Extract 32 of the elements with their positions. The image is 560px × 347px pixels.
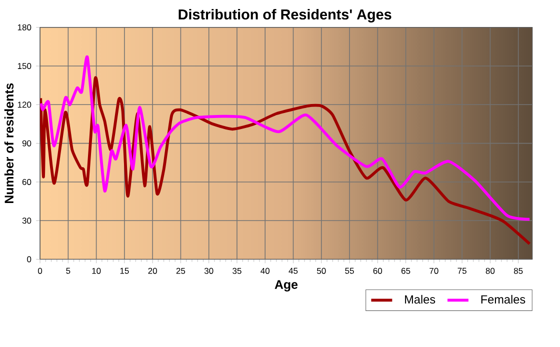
x-tick-label: 10 — [92, 268, 101, 274]
y-tick-label: 60 — [22, 179, 32, 186]
x-tick-label: 50 — [317, 268, 326, 274]
line-series — [40, 78, 532, 246]
y-tick-label: 30 — [22, 218, 32, 224]
legend-label: Males — [405, 294, 436, 304]
x-tick-label: 55 — [345, 268, 354, 274]
x-tick-label: 75 — [458, 268, 466, 274]
x-tick-label: 25 — [176, 268, 186, 274]
x-tick-label: 40 — [260, 268, 270, 274]
x-tick-label: 0 — [38, 268, 42, 274]
x-tick-label: 35 — [232, 268, 242, 274]
x-tick-label: 60 — [373, 268, 382, 274]
y-tick-label: 150 — [18, 63, 32, 70]
x-tick-label: 80 — [486, 268, 495, 274]
y-tick-label: 90 — [22, 140, 32, 146]
chart-title: Distribution of Residents' Ages — [178, 9, 392, 23]
x-tick-label: 45 — [288, 268, 298, 274]
y-tick-label: 120 — [18, 102, 32, 108]
x-tick-label: 70 — [430, 268, 438, 274]
y-tick-label: 0 — [27, 256, 32, 262]
x-tick-label: 65 — [401, 268, 410, 274]
x-tick-label: 20 — [148, 268, 157, 274]
y-tick-label: 180 — [18, 24, 32, 30]
y-axis-title: Number of residents — [4, 83, 14, 204]
x-tick-label: 5 — [66, 268, 70, 274]
x-tick-label: 30 — [204, 268, 214, 274]
x-axis-title: Age — [274, 280, 298, 292]
x-tick-label: 15 — [120, 268, 129, 274]
x-tick-label: 85 — [514, 268, 523, 274]
legend-label: Females — [481, 294, 526, 304]
line-series — [40, 56, 532, 221]
